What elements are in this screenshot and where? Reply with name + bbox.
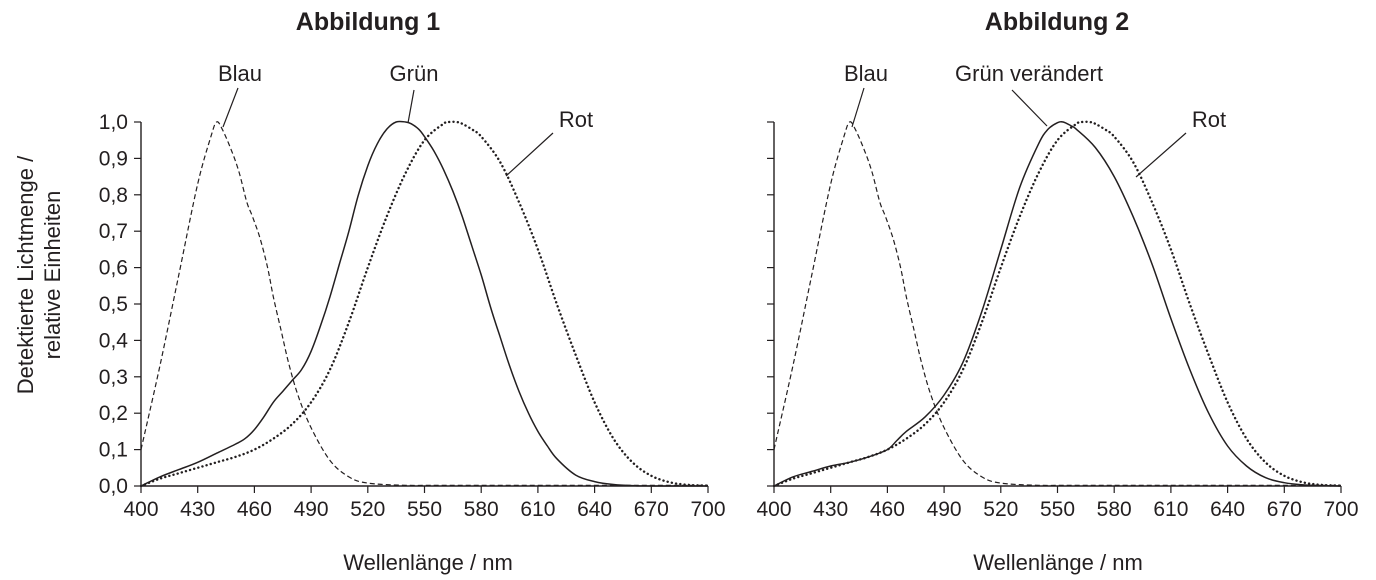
x-tick-label: 700 — [690, 498, 725, 521]
x-tick-label: 580 — [464, 498, 499, 521]
chart-title: Abbildung 2 — [985, 8, 1129, 36]
y-tick-label: 0,2 — [99, 402, 128, 425]
label-gruen: Grün — [390, 61, 439, 86]
x-axis-title: Wellenlänge / nm — [973, 550, 1143, 575]
x-tick-label: 520 — [350, 498, 385, 521]
x-tick-label: 550 — [1040, 498, 1075, 521]
y-tick-label: 0,5 — [99, 293, 128, 316]
label-gruen-veraendert: Grün verändert — [955, 61, 1103, 86]
axes: 400 430 460 490 520 550 580 610 640 670 700 0,0 0,1 0… — [99, 111, 726, 521]
curves — [772, 120, 1343, 488]
series-rot-line — [139, 120, 710, 488]
leader-blau — [851, 87, 865, 128]
series-blau-line — [140, 121, 708, 487]
x-tick-label: 670 — [1267, 498, 1302, 521]
y-tick-label: 1,0 — [99, 111, 128, 134]
series-blau-line — [773, 121, 1341, 487]
curves — [139, 120, 710, 488]
leader-gruen-veraendert — [1011, 89, 1048, 127]
leader-blau — [222, 87, 239, 128]
x-tick-label: 640 — [1210, 498, 1245, 521]
label-blau: Blau — [218, 61, 262, 86]
y-axis-title: Detektierte Lichtmenge / relative Einhei… — [13, 155, 65, 394]
series-gruen-veraendert-line — [773, 120, 1342, 487]
x-axis-title: Wellenlänge / nm — [343, 550, 513, 575]
x-tick-label: 490 — [927, 498, 962, 521]
label-rot: Rot — [559, 107, 593, 132]
x-tick-label: 520 — [983, 498, 1018, 521]
x-tick-label: 640 — [577, 498, 612, 521]
leader-gruen — [407, 89, 415, 124]
y-tick-label: 0,1 — [99, 439, 128, 462]
y-tick-label: 0,0 — [99, 475, 128, 498]
x-tick-label: 670 — [634, 498, 669, 521]
y-tick-label: 0,7 — [99, 220, 128, 243]
x-tick-label: 430 — [180, 498, 215, 521]
chart-title: Abbildung 1 — [296, 8, 441, 36]
y-tick-label: 0,4 — [99, 329, 129, 352]
x-tick-label: 460 — [237, 498, 272, 521]
x-tick-label: 700 — [1323, 498, 1358, 521]
y-tick-label: 0,8 — [99, 184, 128, 207]
x-tick-label: 400 — [123, 498, 158, 521]
label-blau: Blau — [844, 61, 888, 86]
y-tick-label: 0,6 — [99, 257, 128, 280]
x-tick-label: 430 — [813, 498, 848, 521]
x-tick-label: 580 — [1097, 498, 1132, 521]
y-tick-label: 0,9 — [99, 147, 128, 170]
leader-rot — [505, 132, 554, 177]
panel-1: Abbildung 1 Detektierte Lichtmenge / rel… — [13, 8, 726, 575]
x-tick-label: 610 — [1153, 498, 1188, 521]
curve-labels: Blau Grün verändert Rot — [844, 61, 1226, 178]
x-tick-label: 550 — [407, 498, 442, 521]
series-gruen-line — [140, 120, 708, 487]
series-rot-line — [772, 120, 1343, 488]
x-tick-label: 460 — [870, 498, 905, 521]
y-axis-title-line-1: Detektierte Lichtmenge / — [13, 155, 38, 394]
curve-labels: Blau Grün Rot — [218, 61, 593, 177]
leader-rot — [1135, 132, 1187, 178]
y-axis-title-line-2: relative Einheiten — [40, 191, 65, 360]
axes: 400 430 460 490 520 550 580 610 640 670 700 — [756, 121, 1359, 521]
x-tick-label: 400 — [756, 498, 791, 521]
x-tick-label: 490 — [294, 498, 329, 521]
label-rot: Rot — [1192, 107, 1226, 132]
y-tick-label: 0,3 — [99, 366, 128, 389]
panel-2: Abbildung 2 Wellenlänge / nm 400 430 460 49… — [756, 8, 1358, 575]
x-tick-label: 610 — [520, 498, 555, 521]
